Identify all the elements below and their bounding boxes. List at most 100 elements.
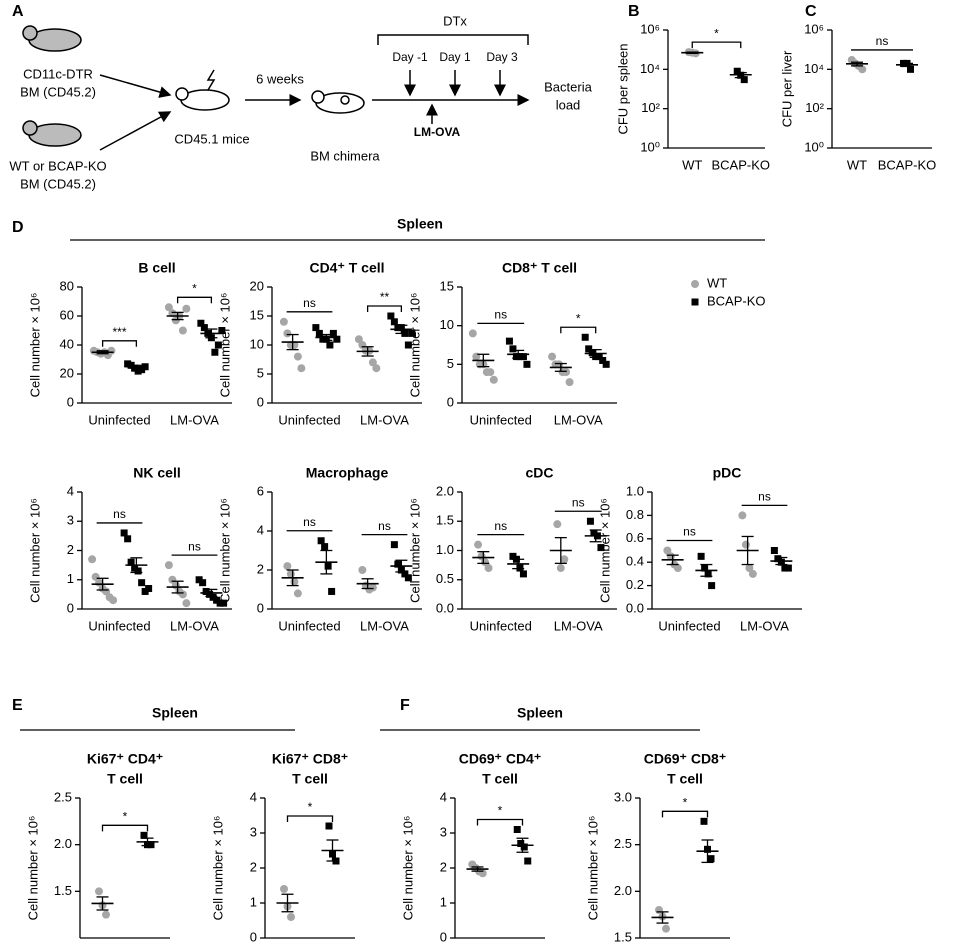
- chart-title: T cell: [667, 771, 703, 787]
- y-tick-label: 2: [67, 542, 74, 557]
- point: [784, 564, 792, 572]
- chart-title: CD8⁺ T cell: [502, 260, 577, 276]
- significance-label: ns: [188, 539, 201, 553]
- significance-label: ns: [378, 519, 391, 533]
- legend-label: BCAP-KO: [707, 293, 766, 308]
- significance-label: *: [192, 281, 197, 295]
- point: [484, 564, 493, 573]
- point: [401, 570, 409, 578]
- y-tick-label: 0.0: [436, 600, 454, 615]
- y-tick-label: 1.5: [614, 929, 632, 944]
- section-header: Spleen: [152, 705, 198, 721]
- y-tick-label: 0.6: [626, 530, 644, 545]
- label: DTx: [443, 13, 467, 28]
- label: CD11c-DTR: [23, 66, 93, 81]
- label: load: [556, 97, 581, 112]
- y-tick-label: 3: [67, 513, 74, 528]
- y-axis-label: Cell number × 10⁶: [217, 498, 232, 603]
- x-tick-label: BCAP-KO: [118, 947, 177, 950]
- significance-label: ns: [572, 495, 585, 509]
- bracket: [377, 34, 529, 45]
- point: [704, 570, 712, 578]
- point: [708, 582, 716, 590]
- y-axis-label: Cell number × 10⁶: [585, 816, 600, 921]
- point: [368, 358, 377, 367]
- point: [287, 913, 295, 921]
- significance-label: ns: [494, 519, 507, 533]
- point: [120, 529, 128, 537]
- x-tick-label: Uninfected: [88, 618, 150, 633]
- point: [95, 887, 103, 896]
- significance-label: ns: [303, 296, 316, 310]
- y-tick-label: 15: [250, 307, 264, 322]
- y-tick-label: 0.8: [626, 507, 644, 522]
- y-tick-label: 2: [440, 859, 447, 874]
- point: [701, 564, 709, 572]
- point: [774, 555, 782, 563]
- point: [523, 360, 531, 368]
- y-tick-label: 60: [60, 307, 74, 322]
- point: [328, 587, 336, 595]
- y-tick-label: 0: [67, 394, 74, 409]
- chart-title: T cell: [107, 771, 143, 787]
- point: [740, 76, 748, 84]
- point: [519, 570, 527, 578]
- label: Bacteria: [544, 79, 592, 94]
- point: [372, 364, 381, 373]
- point: [707, 855, 715, 863]
- chart-title: Ki67⁺ CD8⁺: [272, 751, 348, 767]
- point: [168, 309, 177, 318]
- chart-title: Ki67⁺ CD4⁺: [87, 751, 163, 767]
- point: [697, 552, 705, 560]
- point: [748, 569, 757, 578]
- panel-label: E: [12, 697, 23, 714]
- point: [585, 345, 593, 353]
- point: [317, 537, 325, 545]
- y-axis-label: Cell number × 10⁶: [25, 816, 40, 921]
- point: [741, 540, 750, 549]
- point: [321, 543, 329, 551]
- y-axis-label: Cell number × 10⁶: [400, 816, 415, 921]
- x-tick-label: LM-OVA: [360, 412, 409, 427]
- point: [520, 843, 528, 851]
- point: [182, 599, 191, 608]
- point: [509, 345, 517, 353]
- y-tick-label: 0: [250, 929, 257, 944]
- y-tick-label: 2.0: [54, 836, 72, 851]
- y-tick-label: 20: [250, 278, 264, 293]
- point: [127, 558, 135, 566]
- y-axis-label: Cell number × 10⁶: [407, 498, 422, 603]
- y-tick-label: 10⁰: [640, 139, 660, 154]
- x-tick-label: LM-OVA: [554, 618, 603, 633]
- point: [88, 555, 97, 564]
- point: [562, 368, 571, 377]
- y-tick-label: 2: [257, 561, 264, 576]
- point: [293, 589, 302, 598]
- point: [745, 564, 754, 573]
- section-header: Spleen: [397, 216, 443, 232]
- point: [138, 579, 146, 587]
- label: BM (CD45.2): [20, 176, 96, 191]
- y-tick-label: 1: [250, 894, 257, 909]
- x-tick-label: BCAP-KO: [878, 157, 937, 172]
- point: [333, 335, 341, 343]
- y-axis-label: Cell number × 10⁶: [27, 293, 42, 398]
- point: [907, 65, 914, 73]
- label: WT or BCAP-KO: [9, 158, 106, 173]
- x-tick-label: BCAP-KO: [678, 947, 737, 950]
- chart-title: Macrophage: [306, 465, 389, 481]
- mouse-icon: [175, 87, 189, 101]
- y-tick-label: 5: [257, 365, 264, 380]
- point: [663, 546, 672, 555]
- mouse-icon: [22, 25, 38, 41]
- significance-label: ns: [113, 507, 126, 521]
- y-tick-label: 1.0: [436, 542, 454, 557]
- mouse-icon: [340, 95, 350, 105]
- y-tick-label: 5: [447, 356, 454, 371]
- y-tick-label: 1: [440, 894, 447, 909]
- x-tick-label: WT: [682, 157, 702, 172]
- y-tick-label: 3: [250, 824, 257, 839]
- significance-label: ns: [876, 34, 889, 48]
- point: [315, 329, 323, 337]
